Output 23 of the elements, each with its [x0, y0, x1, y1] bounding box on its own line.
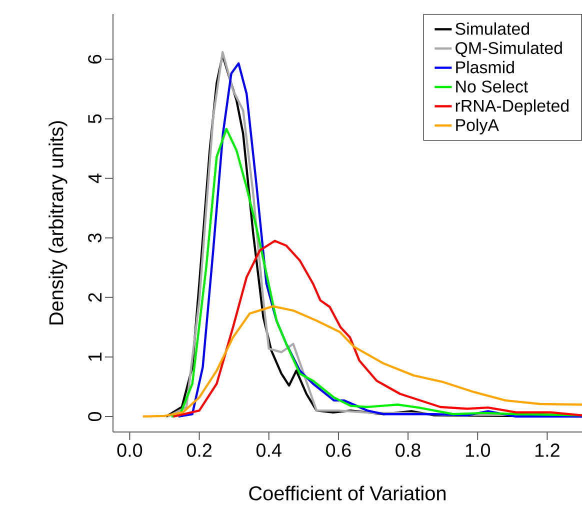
legend-label: No Select [456, 80, 528, 93]
legend-label: Plasmid [456, 60, 514, 74]
x-tick-label: 0.6 [326, 444, 351, 457]
y-tick-label: 4 [88, 174, 102, 184]
y-tick-label: 5 [88, 114, 102, 124]
x-axis-title: Coefficient of Variation [249, 486, 446, 500]
x-tick-label: 1.0 [466, 444, 490, 457]
y-tick-label: 2 [88, 293, 102, 302]
y-tick-label: 6 [88, 54, 102, 64]
y-tick-label: 1 [88, 352, 102, 361]
y-tick-label: 0 [88, 412, 102, 422]
line-series [142, 305, 582, 418]
x-tick-label: 0.8 [396, 444, 420, 457]
x-tick-label: 1.2 [535, 444, 560, 457]
legend-label: rRNA-Depleted [456, 99, 568, 116]
x-tick-label: 0.0 [117, 444, 142, 457]
y-axis-title: Density (arbitrary units) [48, 121, 68, 324]
legend-label: QM-Simulated [456, 42, 562, 58]
x-tick-label: 0.4 [256, 444, 282, 457]
legend-label: PolyA [456, 118, 499, 134]
x-tick-label: 0.2 [186, 444, 212, 457]
legend-label: Simulated [456, 22, 529, 35]
y-tick-label: 3 [88, 233, 102, 242]
